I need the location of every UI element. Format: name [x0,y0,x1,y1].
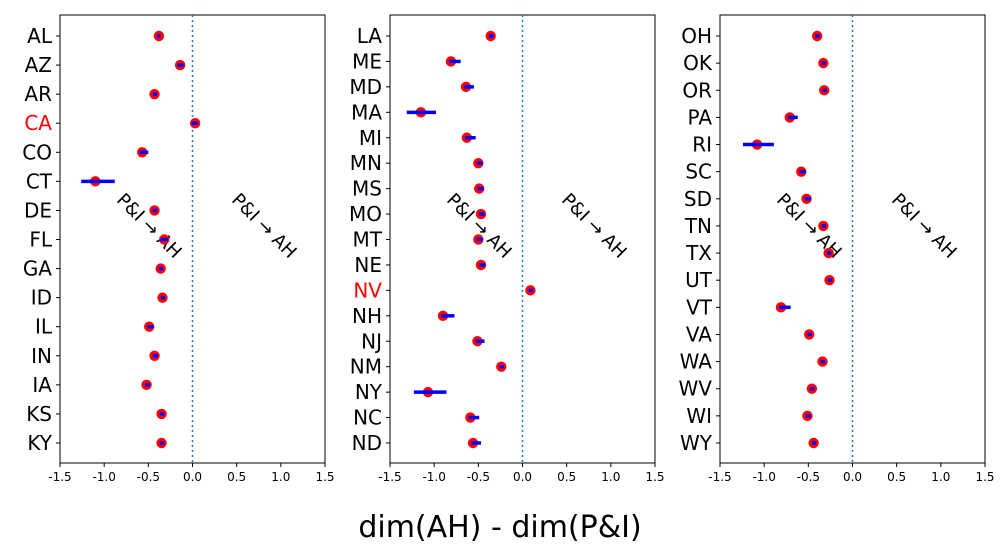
state-label-nv: NV [353,278,382,302]
x-tick-label: -1.0 [92,470,115,484]
state-label-az: AZ [25,53,52,77]
state-label-md: MD [349,75,382,99]
state-label-ut: UT [685,268,713,292]
state-label-al: AL [27,24,53,48]
state-label-ri: RI [692,133,712,157]
state-label-mn: MN [350,151,382,175]
state-label-ks: KS [26,402,52,426]
state-label-la: LA [357,24,383,48]
x-tick-label: -1.5 [708,470,731,484]
state-label-ga: GA [23,257,52,281]
x-tick-label: -1.0 [422,470,445,484]
state-label-oh: OH [681,24,712,48]
state-label-sd: SD [684,187,712,211]
x-tick-label: -1.0 [752,470,775,484]
x-tick-label: 0.5 [887,470,906,484]
state-label-nh: NH [352,304,382,328]
state-label-va: VA [686,322,712,346]
state-label-ia: IA [32,373,52,397]
state-label-wy: WY [680,431,713,455]
x-tick-label: 1.0 [271,470,290,484]
state-label-wa: WA [680,350,713,374]
x-tick-label: -0.5 [797,470,820,484]
x-tick-label: 1.0 [601,470,620,484]
state-label-or: OR [682,78,712,102]
state-label-ms: MS [352,177,382,201]
state-label-ca: CA [24,111,52,135]
state-label-ny: NY [355,380,383,404]
x-tick-label: 1.5 [315,470,334,484]
state-label-nd: ND [352,431,382,455]
x-tick-label: -1.5 [48,470,71,484]
state-label-mt: MT [353,228,383,252]
x-tick-label: 0.0 [513,470,532,484]
state-label-ok: OK [683,51,713,75]
state-label-wv: WV [679,377,713,401]
x-tick-label: 0.0 [843,470,862,484]
x-tick-label: 0.0 [183,470,202,484]
state-label-vt: VT [686,295,713,319]
state-label-tn: TN [684,214,712,238]
x-tick-label: 1.5 [645,470,664,484]
state-label-tx: TX [685,241,712,265]
x-tick-label: 1.0 [931,470,950,484]
state-label-nm: NM [350,355,382,379]
state-label-ct: CT [26,169,53,193]
state-label-fl: FL [29,228,53,252]
state-label-mo: MO [349,202,382,226]
state-label-ne: NE [354,253,382,277]
state-label-id: ID [31,286,52,310]
state-label-mi: MI [359,126,382,150]
state-label-nc: NC [353,406,382,430]
state-label-ar: AR [24,82,52,106]
x-tick-label: 0.5 [557,470,576,484]
state-label-de: DE [24,198,52,222]
state-label-nj: NJ [361,329,382,353]
state-label-in: IN [31,344,52,368]
state-label-wi: WI [686,404,712,428]
state-label-ma: MA [351,100,382,124]
state-label-il: IL [35,315,53,339]
x-tick-label: 1.5 [975,470,994,484]
state-label-pa: PA [688,105,713,129]
x-axis-title: dim(AH) - dim(P&I) [358,510,641,545]
x-tick-label: -0.5 [467,470,490,484]
state-label-ky: KY [27,431,52,455]
state-label-co: CO [22,140,52,164]
x-tick-label: -1.5 [378,470,401,484]
state-label-me: ME [352,49,382,73]
state-label-sc: SC [685,160,712,184]
x-tick-label: 0.5 [227,470,246,484]
x-tick-label: -0.5 [137,470,160,484]
